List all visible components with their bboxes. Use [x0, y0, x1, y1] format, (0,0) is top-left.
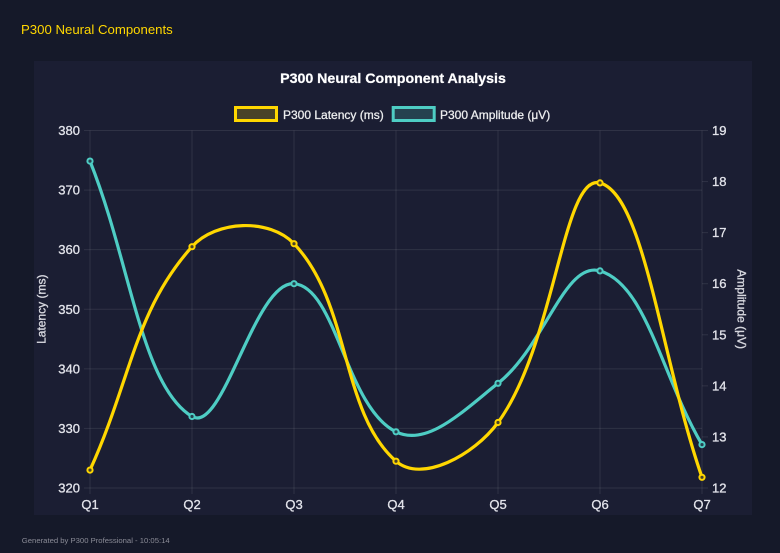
svg-text:Q6: Q6 — [591, 497, 608, 512]
svg-text:16: 16 — [712, 276, 726, 291]
svg-text:14: 14 — [712, 378, 726, 393]
svg-text:380: 380 — [58, 123, 80, 138]
svg-text:330: 330 — [58, 421, 80, 436]
svg-text:15: 15 — [712, 327, 726, 342]
svg-text:12: 12 — [712, 481, 726, 496]
svg-text:P300 Amplitude (μV): P300 Amplitude (μV) — [440, 108, 550, 122]
svg-text:P300 Latency (ms): P300 Latency (ms) — [283, 108, 384, 122]
svg-text:Q5: Q5 — [489, 497, 506, 512]
svg-text:17: 17 — [712, 225, 726, 240]
svg-text:360: 360 — [58, 242, 80, 257]
svg-text:P300 Neural Component Analysis: P300 Neural Component Analysis — [280, 71, 506, 87]
svg-text:Q1: Q1 — [81, 497, 98, 512]
svg-text:320: 320 — [58, 481, 80, 496]
svg-text:Q4: Q4 — [387, 497, 404, 512]
svg-text:Latency (ms): Latency (ms) — [35, 275, 49, 344]
svg-text:340: 340 — [58, 361, 80, 376]
svg-text:19: 19 — [712, 123, 726, 138]
svg-text:350: 350 — [58, 302, 80, 317]
svg-text:18: 18 — [712, 174, 726, 189]
svg-text:Q2: Q2 — [183, 497, 200, 512]
svg-text:Q3: Q3 — [285, 497, 302, 512]
svg-text:Q7: Q7 — [693, 497, 710, 512]
svg-text:370: 370 — [58, 183, 80, 198]
svg-text:13: 13 — [712, 429, 726, 444]
svg-text:Amplitude (μV): Amplitude (μV) — [735, 269, 749, 349]
